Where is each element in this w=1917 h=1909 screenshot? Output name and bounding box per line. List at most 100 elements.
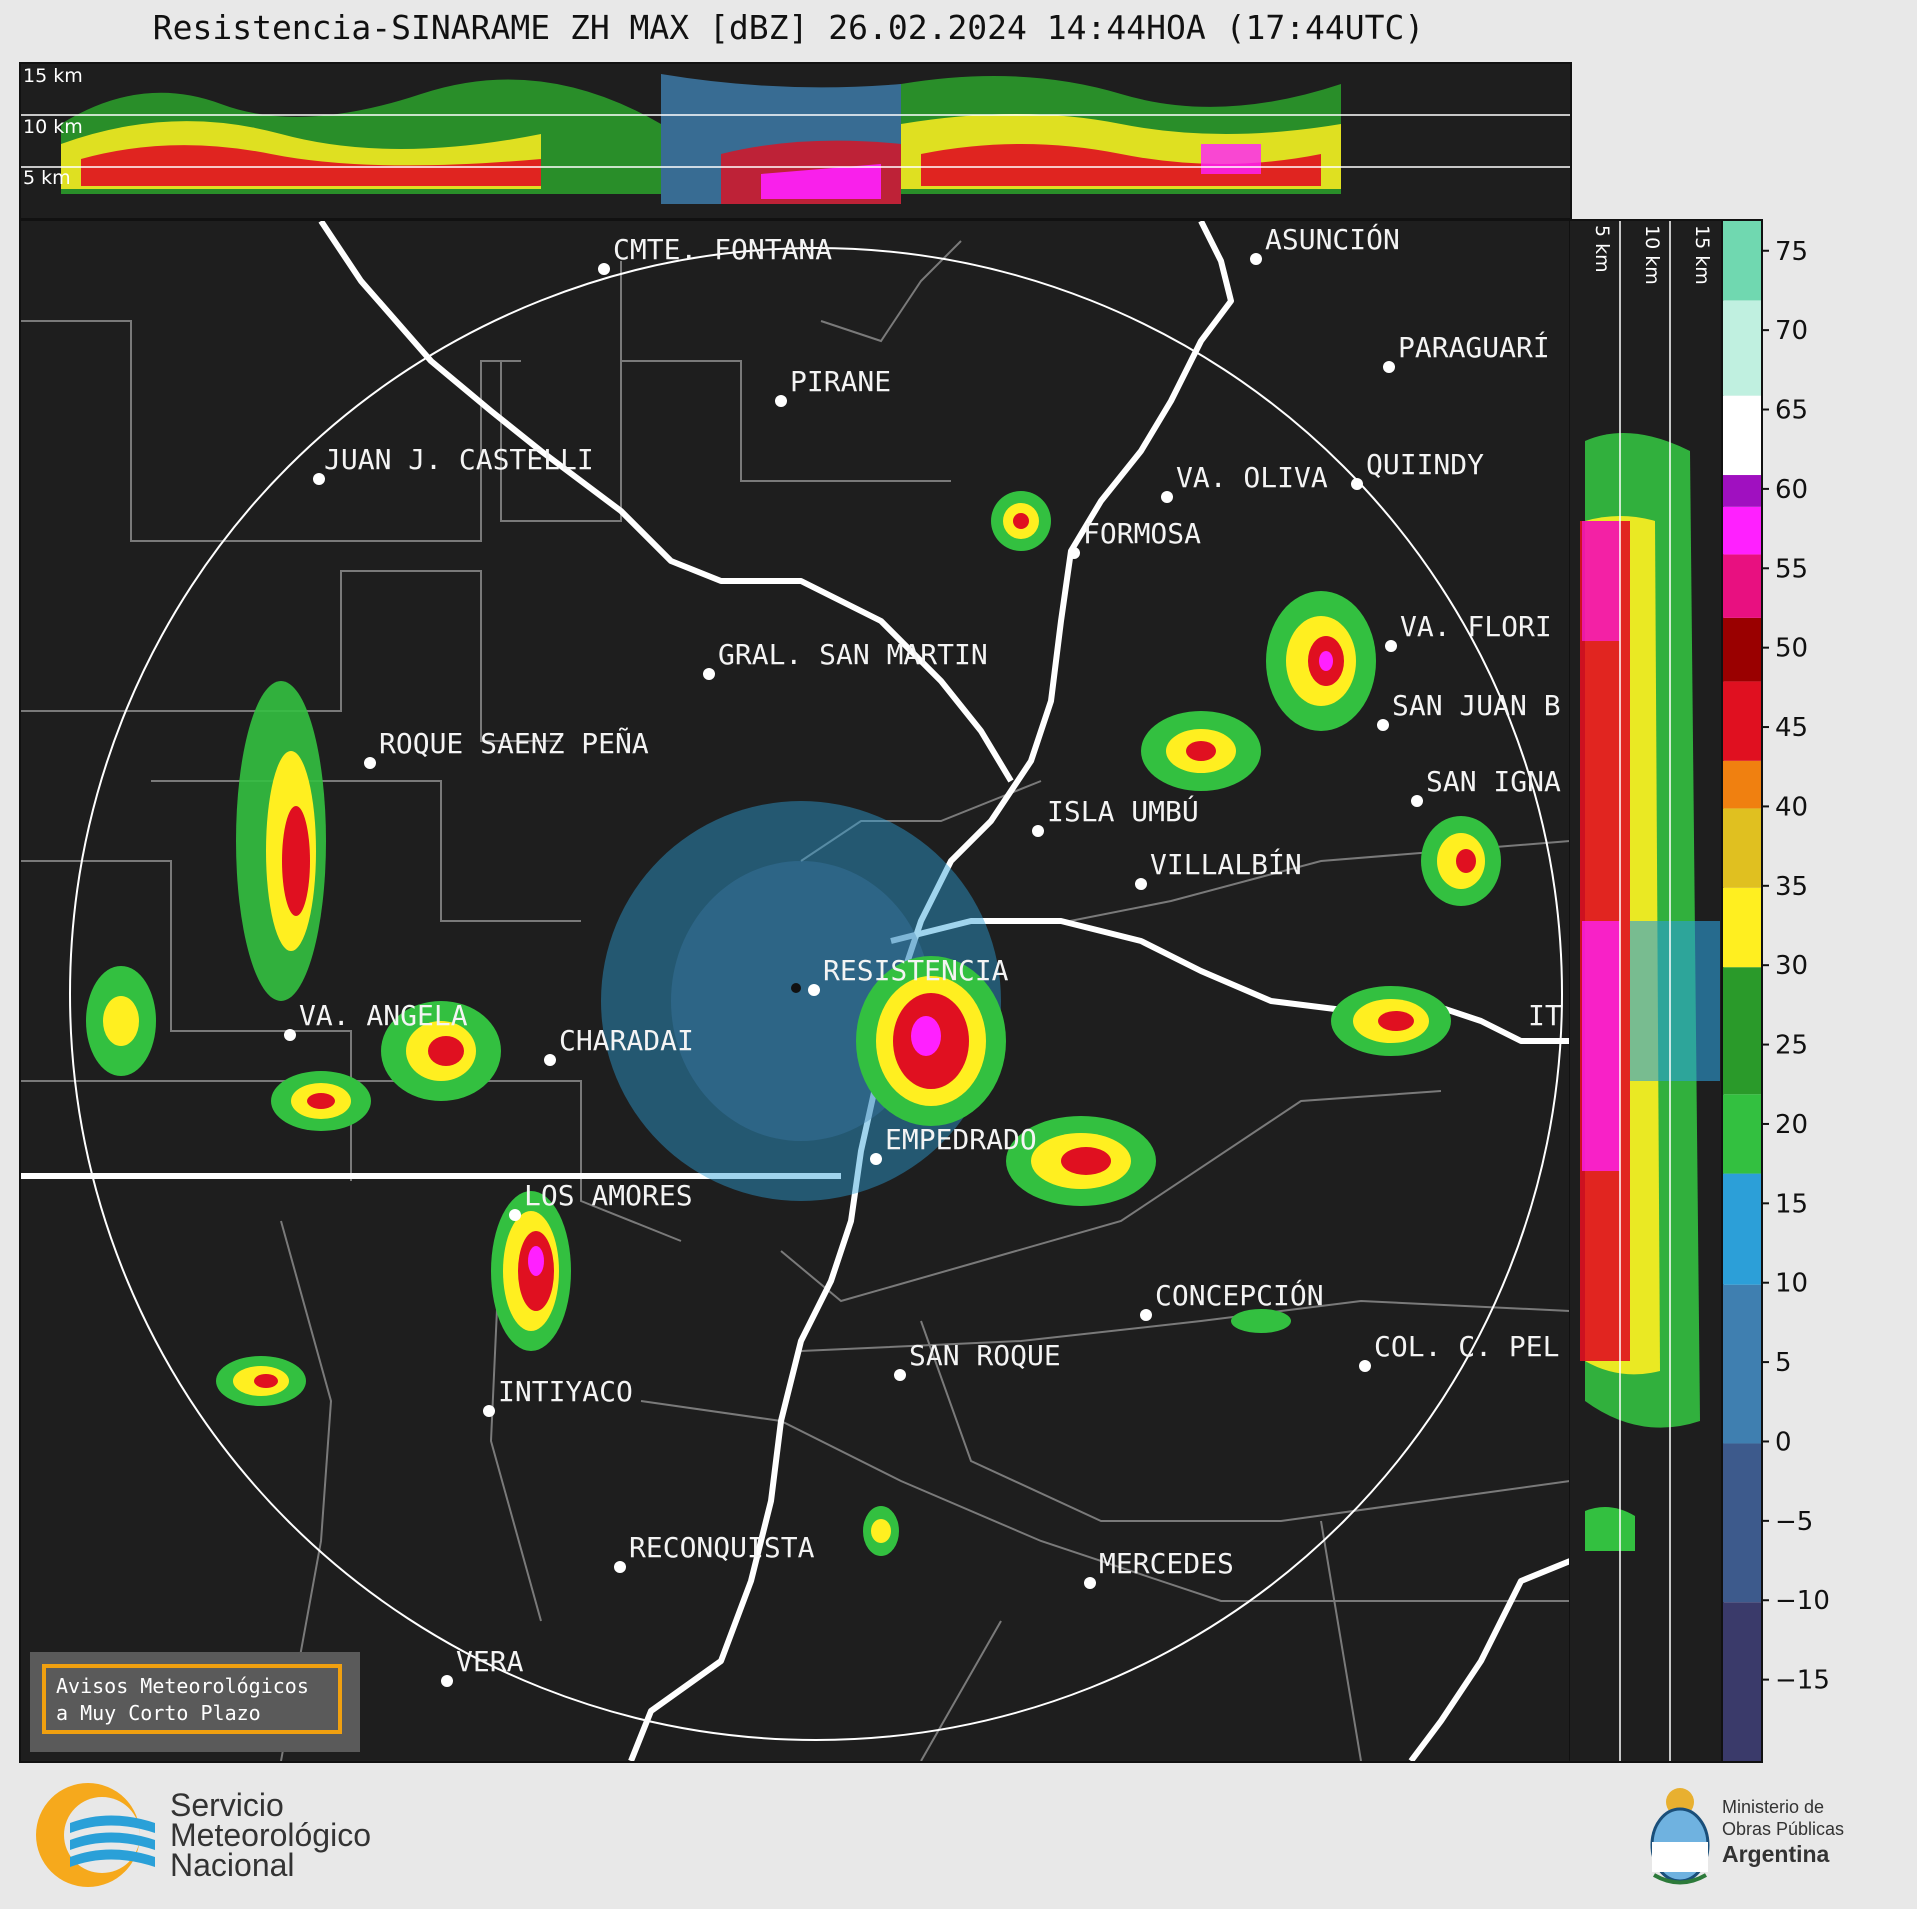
colorbar-band [1723,1284,1761,1444]
city-label-asuncion: ASUNCIÓN [1265,222,1400,256]
city-label-san-juan-b: SAN JUAN B [1392,689,1561,722]
colorbar-band [1723,554,1761,618]
colorbar-band [1723,506,1761,555]
cell-resistencia [856,956,1006,1126]
city-label-col-c-pellegrini: COL. C. PEL [1374,1330,1559,1363]
cell-charadai [381,1001,501,1101]
ministry-logo [1640,1780,1900,1890]
city-label-resistencia: RESISTENCIA [823,954,1009,987]
colorbar-band [1723,681,1761,761]
cell-east [1421,816,1501,906]
colorbar-tick-label: 0 [1775,1427,1792,1457]
smn-line2: Meteorológico [170,1817,371,1853]
colorbar-tick-label: −5 [1775,1507,1813,1537]
colorbar-ticks: 75 70 65 60 55 50 45 40 35 30 25 20 15 10 5 0 −5 −10 −15 [1761,219,1881,1759]
cell-itati [1331,986,1451,1056]
cell-los-amores [491,1191,571,1351]
alerts-box-line1: Avisos Meteorológicos [56,1674,309,1698]
city-label-pirane: PIRANE [790,365,891,398]
city-label-roque-saenz-pena: ROQUE SAENZ PEÑA [379,726,649,760]
ministry-line1: Ministerio de [1722,1797,1825,1817]
colorbar-band [1723,1443,1761,1603]
alt-label-5km: 5 km [23,167,71,189]
colorbar-tick-label: −10 [1775,1586,1830,1616]
city-label-charadai: CHARADAI [559,1024,694,1057]
colorbar-band [1723,617,1761,682]
city-label-villalbin: VILLALBÍN [1150,847,1302,881]
cell-va-florida [1266,591,1376,731]
colorbar-band [1723,967,1761,1095]
city-label-juan-j-castelli: JUAN J. CASTELLI [324,443,594,476]
cell-west [271,1071,371,1131]
colorbar-tick-label: 40 [1775,792,1808,822]
side-echo-bands [1580,433,1720,1551]
colorbar-band [1723,475,1761,507]
top-cross-section-plot: 15 km 10 km 5 km [21,65,1570,204]
cell-south-ne [863,1309,1291,1556]
alt-label-10km: 10 km [23,116,83,138]
city-label-vera: VERA [456,1645,524,1678]
colorbar-tick-label: 75 [1775,237,1808,267]
colorbar-band [1723,808,1761,888]
alerts-box-line2: a Muy Corto Plazo [56,1701,261,1725]
colorbar-tick-label: 65 [1775,396,1808,426]
city-label-quiindy: QUIINDY [1366,448,1484,481]
city-label-mercedes: MERCEDES [1099,1547,1234,1580]
colorbar-tick-label: −15 [1775,1666,1830,1696]
ministry-line2: Obras Públicas [1722,1819,1845,1839]
top-echo-bands [61,74,1341,204]
city-label-reconquista: RECONQUISTA [629,1531,815,1564]
colorbar-band [1723,760,1761,809]
range-ring [69,247,1563,1741]
side-cross-section-plot: 5 km 10 km 15 km [1580,221,1720,1761]
alerts-box[interactable]: Avisos Meteorológicos a Muy Corto Plazo [30,1652,360,1752]
side-alt-label-15km: 15 km [1691,225,1713,285]
colorbar-tick-label: 20 [1775,1110,1808,1140]
city-label-los-amores: LOS AMORES [524,1179,693,1212]
rivers-and-borders [21,221,1570,1761]
colorbar-tick-label: 30 [1775,951,1808,981]
colorbar-band [1723,887,1761,968]
smn-line3: Nacional [170,1847,295,1883]
colorbar-band [1723,395,1761,476]
colorbar-tick-label: 55 [1775,554,1808,584]
ministry-line3: Argentina [1722,1841,1830,1867]
cell-empedrado [1006,1116,1156,1206]
smn-logo [30,1778,450,1893]
colorbar [1721,219,1763,1763]
colorbar-band [1723,1602,1761,1761]
colorbar-tick-label: 10 [1775,1269,1808,1299]
colorbar-tick-label: 50 [1775,634,1808,664]
page-title: Resistencia-SINARAME ZH MAX [dBZ] 26.02.… [152,8,1425,47]
argentina-coat-of-arms-icon [1650,1788,1710,1885]
city-label-gral-san-martin: GRAL. SAN MARTIN [718,638,988,671]
city-labels: CMTE. FONTANA PIRANE JUAN J. CASTELLI AS… [299,222,1562,1678]
city-label-san-roque: SAN ROQUE [909,1339,1061,1372]
smn-sun-icon [36,1783,155,1887]
colorbar-band [1723,221,1761,301]
cell-intiyaco [216,1356,306,1406]
city-label-concepcion: CONCEPCIÓN [1155,1278,1324,1312]
side-cross-section-panel: 5 km 10 km 15 km [1569,219,1724,1763]
top-cross-section-panel: 15 km 10 km 5 km [19,62,1572,220]
city-label-itati: IT [1528,999,1562,1032]
city-label-san-ignacio: SAN IGNA [1426,765,1561,798]
colorbar-tick-label: 45 [1775,713,1808,743]
colorbar-tick-label: 70 [1775,316,1808,346]
city-label-va-florida: VA. FLORI [1400,610,1552,643]
cell-far-west [86,966,156,1076]
city-markers [284,253,1423,1687]
alerts-box-frame: Avisos Meteorológicos a Muy Corto Plazo [42,1664,342,1734]
cell-san-ignacio [1141,711,1261,791]
smn-line1: Servicio [170,1787,284,1823]
side-alt-label-5km: 5 km [1591,225,1613,273]
side-alt-label-10km: 10 km [1641,225,1663,285]
alt-label-15km: 15 km [23,65,83,87]
city-label-va-oliva: VA. OLIVA [1176,461,1328,494]
colorbar-band [1723,1094,1761,1174]
colorbar-tick-label: 60 [1775,475,1808,505]
colorbar-tick-label: 35 [1775,872,1808,902]
radar-site-marker [791,983,801,993]
colorbar-tick-label: 5 [1775,1348,1792,1378]
